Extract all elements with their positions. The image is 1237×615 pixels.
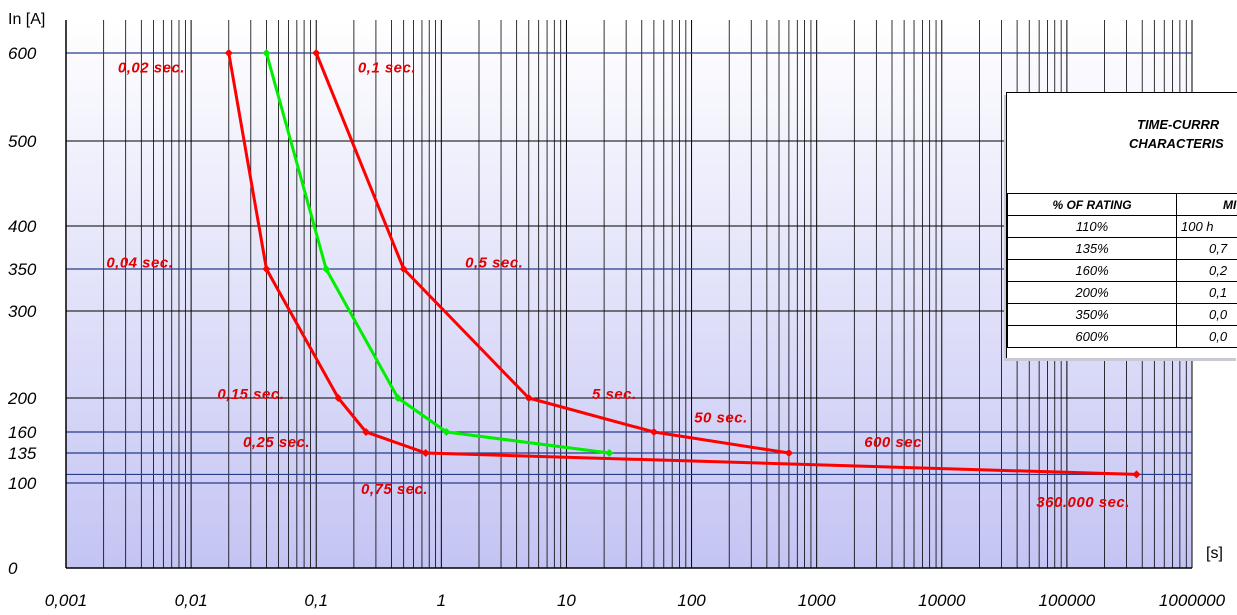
- table-row: 110% 100 h: [1007, 215, 1237, 238]
- curve-annotation: 360.000 sec.: [1036, 494, 1130, 511]
- x-tick-label: 100: [677, 591, 706, 610]
- y-tick-label: 300: [8, 302, 37, 321]
- x-tick-label: 10: [557, 591, 576, 610]
- table-header-row: % OF RATING MI: [1007, 193, 1237, 216]
- series-point-0: [262, 265, 271, 273]
- curve-annotation: 50 sec.: [694, 410, 748, 427]
- header-percent-of-rating: % OF RATING: [1007, 193, 1177, 216]
- series-point-0: [421, 449, 430, 457]
- table-row: 350% 0,0: [1007, 303, 1237, 326]
- curve-annotation: 0,15 sec.: [217, 386, 284, 403]
- y-tick-label: 600: [8, 44, 37, 63]
- series-point-1: [605, 449, 614, 457]
- series-point-2: [312, 49, 321, 57]
- table-cell-rating: 600%: [1007, 325, 1177, 348]
- series-point-1: [393, 394, 402, 402]
- y-tick-label: 400: [8, 217, 37, 236]
- y-tick-label: 135: [8, 444, 37, 463]
- table-title: TIME-CURRR CHARACTERIS: [1007, 93, 1237, 193]
- curve-annotation: 600 sec: [864, 434, 922, 451]
- table-cell-time: 100 h: [1176, 215, 1237, 238]
- y-tick-label: 500: [8, 132, 37, 151]
- y-tick-label: 100: [8, 474, 37, 493]
- curve-annotation: 0,04 sec.: [106, 254, 173, 271]
- series-point-0: [224, 49, 233, 57]
- y-tick-label: 350: [8, 260, 37, 279]
- table-cell-time: 0,0: [1176, 303, 1237, 326]
- table-cell-rating: 110%: [1007, 215, 1177, 238]
- series-point-0: [362, 428, 371, 436]
- x-tick-label: 1000: [798, 591, 836, 610]
- y-axis-unit: In [A]: [8, 11, 45, 28]
- table-cell-time: 0,2: [1176, 259, 1237, 282]
- series-point-2: [784, 449, 793, 457]
- x-axis-unit: [s]: [1206, 545, 1223, 562]
- series-point-0: [334, 394, 343, 402]
- time-current-table-panel: TIME-CURRR CHARACTERIS % OF RATING MI 11…: [1006, 92, 1237, 358]
- curve-annotation: 0,1 sec.: [358, 59, 416, 76]
- table-row: 600% 0,0: [1007, 325, 1237, 348]
- x-tick-label: 1: [437, 591, 446, 610]
- x-tick-label: 0,1: [304, 591, 328, 610]
- table-row: 200% 0,1: [1007, 281, 1237, 304]
- table-cell-time: 0,0: [1176, 325, 1237, 348]
- annotation-layer: 0,02 sec. 0,1 sec. 0,04 sec. 0,5 sec. 0,15 s…: [106, 59, 1130, 511]
- table-cell-rating: 200%: [1007, 281, 1177, 304]
- series-point-0: [1132, 470, 1141, 479]
- table-cell-rating: 135%: [1007, 237, 1177, 260]
- table-title-line2: CHARACTERIS: [1129, 136, 1224, 151]
- series-point-1: [322, 265, 331, 273]
- table-row: 135% 0,7: [1007, 237, 1237, 260]
- series-point-2: [399, 265, 408, 273]
- curve-annotation: 0,5 sec.: [465, 254, 523, 271]
- x-tick-label: 1000000: [1159, 591, 1226, 610]
- curve-annotation: 0,25 sec.: [243, 434, 310, 451]
- series-point-2: [524, 394, 533, 402]
- x-tick-label: 0,001: [45, 591, 88, 610]
- x-tick-labels: 0,001 0,01 0,1 1 10 100 1000 10000 100000 1000000: [45, 591, 1226, 610]
- x-tick-label: 100000: [1039, 591, 1096, 610]
- y-tick-label: 160: [8, 423, 37, 442]
- curve-annotation: 5 sec.: [592, 386, 637, 403]
- table-cell-rating: 350%: [1007, 303, 1177, 326]
- series-line-0: [227, 52, 1137, 476]
- table-cell-time: 0,1: [1176, 281, 1237, 304]
- table-title-line1: TIME-CURRR: [1137, 117, 1220, 132]
- time-current-table: % OF RATING MI 110% 100 h 135% 0,7 160% 0,2…: [1007, 193, 1237, 348]
- y-tick-label: 0: [8, 559, 18, 578]
- table-cell-time: 0,7: [1176, 237, 1237, 260]
- y-tick-label: 200: [7, 389, 37, 408]
- curve-annotation: 0,02 sec.: [118, 59, 185, 76]
- table-row: 160% 0,2: [1007, 259, 1237, 282]
- horizontal-grid: [65, 20, 1192, 569]
- series-point-2: [649, 428, 658, 436]
- series-point-1: [442, 428, 451, 436]
- x-tick-label: 0,01: [175, 591, 208, 610]
- y-tick-labels: 0 100 135 160 200 300 350 400 500 600: [7, 44, 37, 578]
- series-layer: [224, 49, 1141, 479]
- plot-area: [66, 20, 1192, 568]
- series-point-1: [262, 49, 271, 57]
- x-tick-label: 10000: [918, 591, 966, 610]
- curve-annotation: 0,75 sec.: [361, 481, 428, 498]
- header-min: MI: [1176, 193, 1237, 216]
- table-cell-rating: 160%: [1007, 259, 1177, 282]
